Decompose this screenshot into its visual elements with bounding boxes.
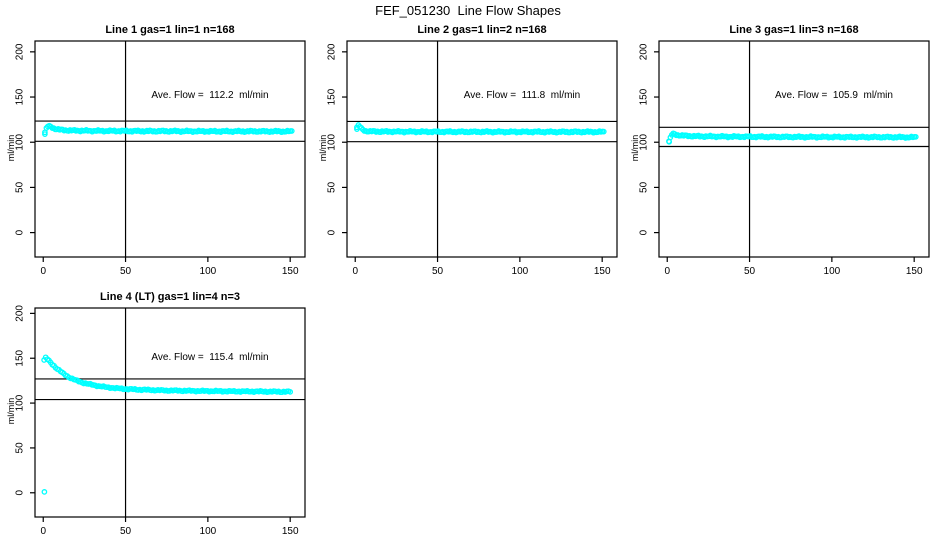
x-tick-label: 100 bbox=[824, 266, 841, 277]
y-axis: 0 50 100 150 200 bbox=[639, 43, 659, 235]
y-tick-label: 150 bbox=[639, 88, 650, 105]
y-tick-label: 200 bbox=[15, 305, 26, 322]
y-axis: 0 50 100 150 200 bbox=[327, 43, 347, 235]
y-tick-label: 200 bbox=[327, 43, 338, 60]
reference-lines bbox=[347, 41, 617, 257]
x-tick-label: 0 bbox=[352, 266, 358, 277]
x-tick-label: 100 bbox=[200, 266, 217, 277]
x-tick-label: 50 bbox=[744, 266, 756, 277]
y-tick-label: 200 bbox=[15, 43, 26, 60]
subplot-2-title: Line 2 gas=1 lin=2 n=168 bbox=[417, 24, 547, 36]
reference-lines bbox=[659, 41, 929, 257]
data-points bbox=[666, 130, 919, 145]
x-tick-label: 0 bbox=[40, 266, 46, 277]
y-tick-label: 100 bbox=[15, 133, 26, 150]
subplot-2-y-axis-label: ml/min bbox=[318, 134, 328, 162]
plot-box bbox=[34, 307, 306, 518]
x-tick-label: 150 bbox=[906, 266, 923, 277]
y-tick-label: 100 bbox=[15, 394, 26, 411]
x-tick-label: 0 bbox=[664, 266, 670, 277]
subplot-3-y-axis-label: ml/min bbox=[630, 134, 640, 162]
y-tick-label: 0 bbox=[15, 229, 26, 235]
x-tick-label: 50 bbox=[120, 526, 132, 537]
x-tick-label: 150 bbox=[282, 526, 299, 537]
subplot-1-ave-flow-label: Ave. Flow = 112.2 ml/min bbox=[151, 90, 269, 101]
x-axis: 0 50 100 150 bbox=[352, 257, 611, 277]
y-tick-label: 0 bbox=[327, 229, 338, 235]
subplot-4-title: Line 4 (LT) gas=1 lin=4 n=3 bbox=[99, 291, 241, 303]
x-tick-label: 0 bbox=[40, 526, 46, 537]
reference-lines bbox=[35, 308, 305, 517]
plot-box bbox=[346, 40, 618, 258]
y-tick-label: 50 bbox=[639, 181, 650, 193]
reference-lines bbox=[35, 41, 305, 257]
y-axis: 0 50 100 150 200 bbox=[15, 305, 35, 496]
y-tick-label: 200 bbox=[639, 43, 650, 60]
x-tick-label: 100 bbox=[512, 266, 529, 277]
x-tick-label: 150 bbox=[594, 266, 611, 277]
subplot-4-ave-flow-label: Ave. Flow = 115.4 ml/min bbox=[151, 352, 269, 363]
y-tick-label: 100 bbox=[327, 133, 338, 150]
y-tick-label: 50 bbox=[15, 442, 26, 454]
x-tick-label: 150 bbox=[282, 266, 299, 277]
plot-box bbox=[34, 40, 306, 258]
subplot-1-y-axis-label: ml/min bbox=[6, 134, 16, 162]
y-tick-label: 150 bbox=[15, 88, 26, 105]
data-points bbox=[354, 122, 607, 136]
subplot-3-ave-flow-label: Ave. Flow = 105.9 ml/min bbox=[775, 90, 893, 101]
y-axis: 0 50 100 150 200 bbox=[14, 43, 35, 235]
y-tick-label: 150 bbox=[327, 88, 338, 105]
subplot-1: 0 50 100 150 0 50 100 150 200 bbox=[14, 40, 306, 277]
subplot-1-title: Line 1 gas=1 lin=1 n=168 bbox=[105, 24, 235, 36]
x-tick-label: 100 bbox=[200, 526, 217, 537]
x-tick-label: 50 bbox=[432, 266, 444, 277]
outlier-point bbox=[354, 126, 360, 132]
data-points bbox=[41, 354, 294, 495]
subplot-4-y-axis-label: ml/min bbox=[6, 397, 16, 425]
y-tick-label: 0 bbox=[639, 229, 650, 235]
subplot-3-title: Line 3 gas=1 lin=3 n=168 bbox=[729, 24, 859, 36]
outlier-point bbox=[41, 489, 48, 495]
y-tick-label: 100 bbox=[639, 133, 650, 150]
y-tick-label: 50 bbox=[327, 181, 338, 193]
subplot-2-ave-flow-label: Ave. Flow = 111.8 ml/min bbox=[463, 90, 581, 101]
subplot-4: 0 50 100 150 0 50 100 150 200 bbox=[15, 305, 306, 537]
plot-box bbox=[658, 40, 930, 258]
x-tick-label: 50 bbox=[120, 266, 132, 277]
y-tick-label: 150 bbox=[15, 349, 26, 366]
outlier-point bbox=[42, 131, 48, 137]
x-axis: 0 50 100 150 bbox=[664, 257, 923, 277]
x-axis: 0 50 100 150 bbox=[40, 257, 299, 277]
subplot-2: 0 50 100 150 0 50 100 150 200 bbox=[327, 40, 618, 277]
data-points bbox=[42, 122, 295, 137]
figure-title: FEF_051230 Line Flow Shapes bbox=[375, 3, 561, 18]
outlier-point bbox=[666, 138, 673, 145]
x-axis: 0 50 100 150 bbox=[40, 517, 299, 537]
y-tick-label: 50 bbox=[14, 181, 25, 193]
subplot-3: 0 50 100 150 0 50 100 150 200 bbox=[639, 40, 930, 277]
y-tick-label: 0 bbox=[15, 490, 26, 496]
